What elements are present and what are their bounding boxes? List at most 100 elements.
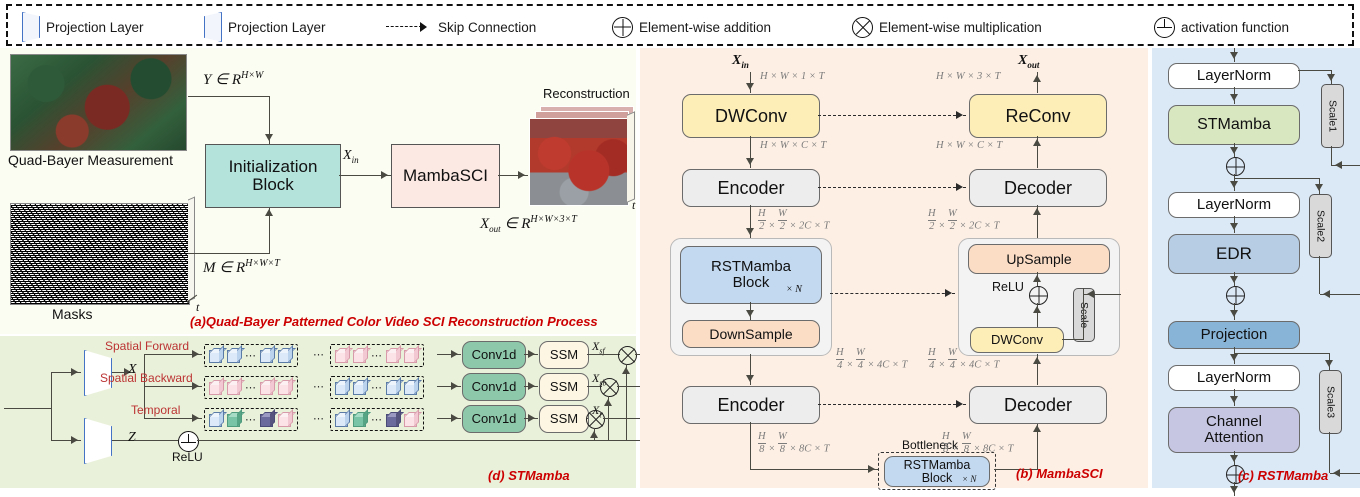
edr-block[interactable]: EDR — [1168, 234, 1300, 274]
xin-label: Xin — [343, 148, 359, 165]
scale1-box: Scale1 — [1321, 84, 1344, 148]
legend-item-addition: Element-wise addition — [612, 6, 771, 48]
y-path-horizontal — [188, 96, 270, 97]
b-arrow-plus-upsample — [1033, 272, 1042, 286]
conv1d-block-t[interactable]: Conv1d — [462, 405, 526, 433]
d-input-line — [4, 408, 52, 409]
legend-label: Skip Connection — [438, 19, 537, 35]
b-xin-arrow — [746, 72, 755, 93]
token-cube — [227, 409, 245, 427]
decoder-block-2[interactable]: Decoder — [969, 386, 1107, 424]
token-cube — [209, 409, 227, 427]
layernorm-block-3[interactable]: LayerNorm — [1168, 365, 1300, 391]
activation-function-icon — [1154, 16, 1175, 38]
layernorm-block-2[interactable]: LayerNorm — [1168, 192, 1300, 218]
scale2-box: Scale2 — [1309, 194, 1332, 258]
token-cube — [404, 377, 422, 395]
stmamba-label: STMamba — [1197, 115, 1271, 133]
conv1d-block-sf[interactable]: Conv1d — [462, 341, 526, 369]
circled-times-icon — [852, 16, 873, 38]
projection-layer-wide-icon — [204, 12, 222, 42]
mambasci-block[interactable]: MambaSCI — [391, 144, 500, 208]
dwconv-decoder-block[interactable]: DWConv — [970, 327, 1064, 353]
c-arrow-plus1-ln2 — [1230, 174, 1239, 191]
legend-label: Projection Layer — [46, 19, 144, 35]
rstmamba-line1: RSTMamba — [710, 258, 792, 276]
c-arrow-ln3-ca — [1230, 389, 1239, 406]
token-cube — [335, 345, 353, 363]
c-scale1-from-ln1 — [1298, 70, 1332, 71]
token-cube — [335, 409, 353, 427]
c-scale2-down — [1315, 178, 1324, 194]
b-xin-label: Xin — [732, 53, 749, 70]
decoder-block-1[interactable]: Decoder — [969, 169, 1107, 207]
d-x-out-line — [112, 368, 134, 377]
panel-d-caption: (d) STMamba — [488, 468, 570, 483]
c-output-arrow — [1230, 482, 1239, 496]
downsample-block[interactable]: DownSample — [682, 320, 820, 348]
channel-attention-line2: Attention — [1204, 429, 1264, 446]
conv1d-label: Conv1d — [471, 347, 517, 363]
dashed-arrow-icon — [386, 22, 432, 32]
rstmamba-block-bottleneck[interactable]: RSTMamba Block — [884, 456, 990, 487]
circled-plus-icon — [612, 16, 633, 38]
projection-block[interactable]: Projection — [1168, 321, 1300, 349]
downsample-label: DownSample — [709, 325, 793, 342]
ssm-block-sb[interactable]: SSM — [539, 373, 589, 401]
skip-connection-encoder1-decoder1 — [818, 183, 966, 192]
encoder-block-1[interactable]: Encoder — [682, 169, 820, 207]
stmamba-block[interactable]: STMamba — [1168, 105, 1300, 145]
dwconv-label: DWConv — [714, 105, 787, 126]
ssm-block-sf[interactable]: SSM — [539, 341, 589, 369]
b-bottleneck-out-h — [994, 469, 1038, 470]
c-arrow-stmamba-plus1 — [1230, 143, 1239, 157]
relu-label-decoder: ReLU — [992, 280, 1024, 294]
encoder-block-2[interactable]: Encoder — [682, 386, 820, 424]
b-arrow-dec1-reconv — [1033, 136, 1042, 168]
channel-attention-block[interactable]: Channel Attention — [1168, 407, 1300, 453]
projection-layer-z-icon — [84, 418, 112, 464]
edr-label: EDR — [1216, 244, 1252, 264]
bn-rstmamba-line1: RSTMamba — [903, 458, 971, 472]
scale2-label: Scale2 — [1314, 209, 1327, 243]
c-scale2-to-plus2 — [1320, 294, 1360, 295]
b-dim-out-1: H × W × 3 × T — [936, 71, 1001, 82]
upsample-block[interactable]: UpSample — [968, 244, 1110, 274]
bn-rstmamba-line2: Block — [921, 470, 953, 485]
initialization-block[interactable]: Initialization Block — [205, 144, 341, 208]
panel-a-reconstruction-process: Quad-Bayer Measurement Masks t Y ∈ RH×W … — [0, 48, 636, 334]
reconv-block[interactable]: ReConv — [969, 94, 1107, 138]
token-group-t-a: ⋯ — [204, 408, 298, 431]
rstmamba-block-encoder[interactable]: RSTMamba Block — [680, 246, 822, 304]
elementwise-mult-t — [586, 410, 605, 429]
scale3-label: Scale3 — [1324, 385, 1337, 419]
b-arrow-enc1-stage — [746, 205, 755, 238]
ssm-block-t[interactable]: SSM — [539, 405, 589, 433]
conv1d-block-sb[interactable]: Conv1d — [462, 373, 526, 401]
dwconv-encoder-block[interactable]: DWConv — [682, 94, 820, 138]
layernorm-block-1[interactable]: LayerNorm — [1168, 63, 1300, 89]
initialization-block-line2: Block — [252, 175, 294, 194]
dwconv-label: DWConv — [990, 332, 1043, 348]
d-gate-sf — [622, 364, 631, 441]
legend-label: Projection Layer — [228, 19, 326, 35]
xsf-sub: sf — [599, 346, 605, 356]
token-cube — [335, 377, 353, 395]
x-branch-label: X — [128, 362, 137, 377]
initialization-block-line1: Initialization — [228, 157, 318, 177]
b-dim-out-2: H × W × C × T — [936, 140, 1003, 151]
skip-connection-encoder2-decoder2 — [818, 400, 966, 409]
rstmamba-mult-encoder: × N — [786, 284, 802, 295]
token-cube — [278, 345, 296, 363]
legend-item-projection-wide: Projection Layer — [204, 6, 326, 48]
reconstruction-title: Reconstruction — [543, 86, 630, 101]
panel-a-caption: (a)Quad-Bayer Patterned Color Video SCI … — [190, 314, 598, 329]
token-cube — [260, 409, 278, 427]
token-cube — [386, 345, 404, 363]
token-ellipsis: ⋯ — [371, 350, 383, 362]
d-ssm-arrow-2 — [524, 382, 538, 391]
d-xsf-line — [587, 354, 620, 355]
c-scale1-tail — [1331, 146, 1332, 166]
d-gate-t — [590, 428, 599, 441]
